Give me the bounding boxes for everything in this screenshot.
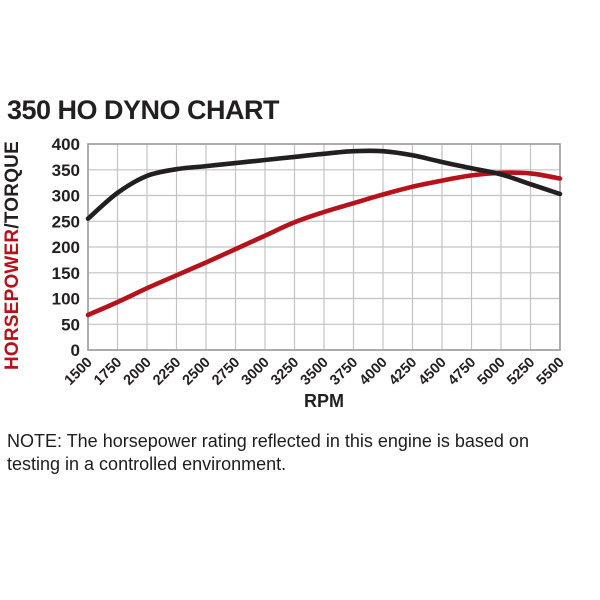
x-tick-label: 5000 [475,355,509,389]
x-tick-label: 5250 [504,355,538,389]
x-axis-label: RPM [304,391,344,411]
x-tick-label: 4000 [357,355,391,389]
x-tick-label: 2500 [180,355,214,389]
x-tick-label: 4750 [445,355,479,389]
y-tick-label: 250 [52,212,80,231]
y-tick-label: 100 [52,290,80,309]
y-tick-label: 350 [52,161,80,180]
x-tick-label: 3750 [327,355,361,389]
x-tick-label: 3500 [298,355,332,389]
x-tick-label: 1750 [91,355,125,389]
x-tick-label: 1500 [62,355,96,389]
note-text: NOTE: The horsepower rating reflected in… [7,430,582,477]
torque-curve [85,148,563,221]
y-tick-label: 400 [52,135,80,154]
y-tick-label: 300 [52,187,80,206]
x-tick-label: 5500 [534,355,568,389]
x-tick-label: 2000 [121,355,155,389]
x-tick-label: 2750 [209,355,243,389]
x-tick-label: 3250 [268,355,302,389]
x-tick-label: 2250 [150,355,184,389]
note-line-1: NOTE: The horsepower rating reflected in… [7,431,529,451]
horsepower-curve [85,170,563,318]
y-tick-label: 50 [61,315,80,334]
plot-border [87,143,561,351]
x-tick-label: 4500 [416,355,450,389]
x-tick-label: 4250 [386,355,420,389]
x-tick-label: 3000 [239,355,273,389]
y-tick-label: 200 [52,238,80,257]
chart-title: 350 HO DYNO CHART [7,95,280,125]
y-tick-label: 150 [52,264,80,283]
y-tick-label: 0 [71,341,80,360]
note-line-2: testing in a controlled environment. [7,454,287,475]
